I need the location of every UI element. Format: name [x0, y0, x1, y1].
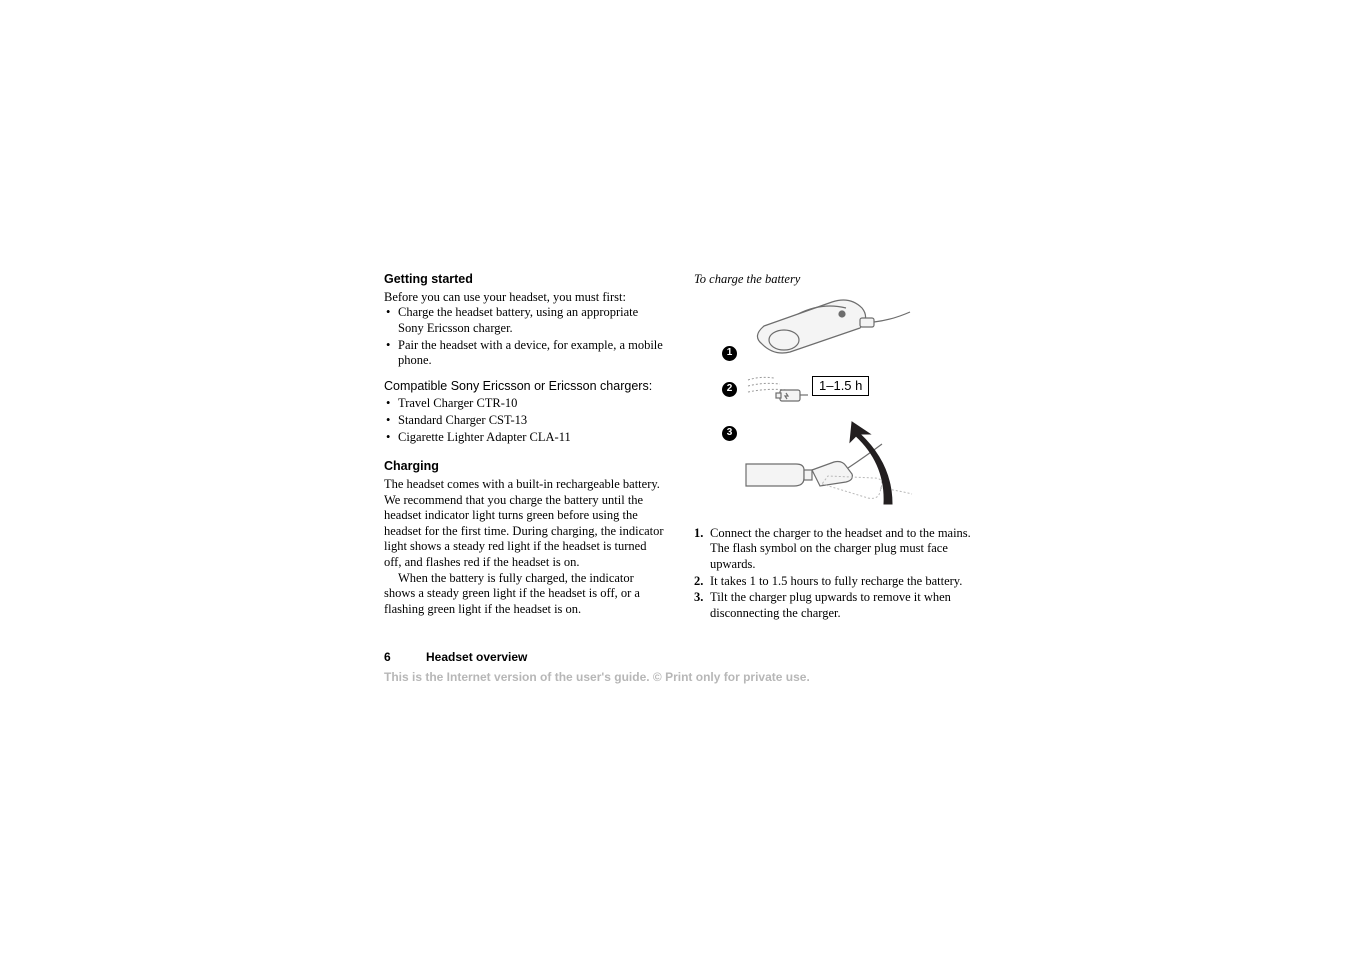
list-item: 2. It takes 1 to 1.5 hours to fully recha… — [694, 574, 974, 590]
heading-to-charge: To charge the battery — [694, 272, 974, 288]
heading-charging: Charging — [384, 459, 664, 475]
copyright-notice: This is the Internet version of the user… — [384, 670, 810, 684]
diagram-step-badge-1: 1 — [722, 346, 737, 361]
chargers-list: Travel Charger CTR-10 Standard Charger C… — [384, 396, 664, 445]
step-text: It takes 1 to 1.5 hours to fully recharg… — [710, 574, 962, 588]
list-item: Charge the headset battery, using an app… — [384, 305, 664, 336]
heading-getting-started: Getting started — [384, 272, 664, 288]
list-item: 3. Tilt the charger plug upwards to remov… — [694, 590, 974, 621]
chargers-heading: Compatible Sony Ericsson or Ericsson cha… — [384, 379, 664, 395]
headset-illustration-icon — [742, 294, 912, 370]
charging-para-2: When the battery is fully charged, the i… — [384, 571, 664, 618]
charging-para-1: The headset comes with a built-in rechar… — [384, 477, 664, 571]
charging-steps-list: 1. Connect the charger to the headset and… — [694, 526, 974, 622]
diagram-step-badge-3: 3 — [722, 426, 737, 441]
footer-line: 6Headset overview — [384, 650, 810, 664]
charging-diagram: 1 2 3 1–1.5 h — [722, 294, 936, 516]
step-number: 3. — [694, 590, 703, 606]
page-footer: 6Headset overview This is the Internet v… — [384, 650, 810, 684]
list-item: Pair the headset with a device, for exam… — [384, 338, 664, 369]
remove-plug-illustration-icon — [742, 420, 916, 516]
diagram-step-badge-2: 2 — [722, 382, 737, 397]
prereq-list: Charge the headset battery, using an app… — [384, 305, 664, 369]
section-title: Headset overview — [426, 650, 527, 664]
intro-text: Before you can use your headset, you mus… — [384, 290, 664, 306]
list-item: Standard Charger CST-13 — [384, 413, 664, 429]
charger-plug-icon — [746, 376, 810, 406]
document-page: Getting started Before you can use your … — [384, 272, 974, 622]
page-number: 6 — [384, 650, 426, 664]
list-item: 1. Connect the charger to the headset and… — [694, 526, 974, 573]
step-number: 2. — [694, 574, 703, 590]
list-item: Travel Charger CTR-10 — [384, 396, 664, 412]
right-column: To charge the battery 1 2 3 1–1.5 h — [694, 272, 974, 622]
list-item: Cigarette Lighter Adapter CLA-11 — [384, 430, 664, 446]
step-text: Connect the charger to the headset and t… — [710, 526, 971, 571]
step-number: 1. — [694, 526, 703, 542]
charge-time-label: 1–1.5 h — [812, 376, 869, 396]
two-column-layout: Getting started Before you can use your … — [384, 272, 974, 622]
step-text: Tilt the charger plug upwards to remove … — [710, 590, 951, 620]
left-column: Getting started Before you can use your … — [384, 272, 664, 622]
